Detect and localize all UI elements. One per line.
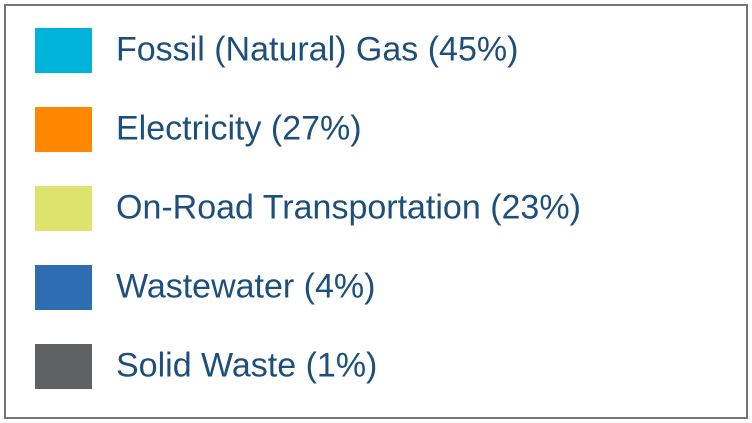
legend-label: Solid Waste (1%) — [116, 346, 377, 384]
legend-label: Wastewater (4%) — [116, 267, 375, 305]
legend-swatch — [35, 265, 92, 310]
legend-label: On-Road Transportation (23%) — [116, 188, 581, 226]
legend-border — [4, 4, 748, 419]
legend-swatch — [35, 107, 92, 152]
legend-swatch — [35, 344, 92, 389]
legend-label: Fossil (Natural) Gas (45%) — [116, 30, 518, 68]
legend-swatch — [35, 186, 92, 231]
legend-label: Electricity (27%) — [116, 109, 362, 147]
legend-swatch — [35, 28, 92, 73]
